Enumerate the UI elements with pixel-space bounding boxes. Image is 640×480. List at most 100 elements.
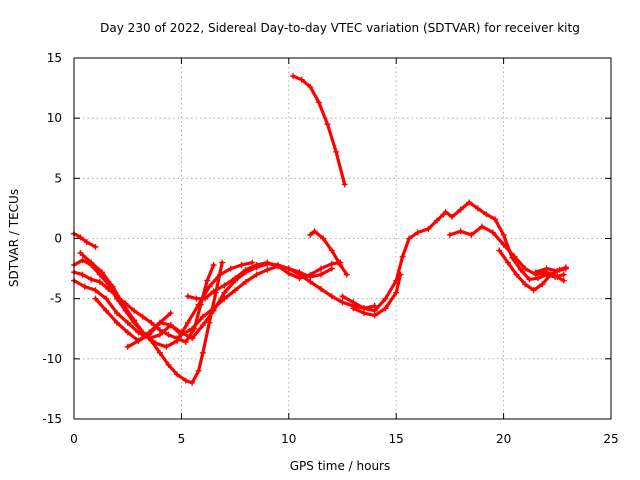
series-trace (340, 212, 446, 313)
data-point (232, 275, 239, 282)
y-tick-label: -10 (42, 352, 62, 366)
data-point (307, 83, 314, 90)
data-point (397, 271, 404, 278)
data-point (360, 310, 367, 317)
x-tick-label: 0 (70, 432, 78, 446)
data-point (511, 253, 518, 260)
data-point (466, 199, 473, 206)
data-point (156, 319, 163, 326)
data-point (189, 335, 196, 342)
data-point (337, 261, 344, 268)
y-tick-label: -5 (50, 292, 62, 306)
data-point (105, 286, 112, 293)
series-arc-12 (350, 271, 404, 319)
series-trace (351, 273, 403, 318)
data-point (165, 361, 172, 368)
data-point (434, 217, 441, 224)
data-point (156, 331, 163, 338)
data-point (124, 319, 131, 326)
data-point (120, 301, 127, 308)
series-arc-11 (339, 211, 447, 314)
data-point (290, 73, 297, 80)
data-point (189, 325, 196, 332)
data-point (449, 213, 456, 220)
data-point (504, 259, 511, 266)
data-point (320, 235, 327, 242)
data-point (328, 247, 335, 254)
data-point (307, 231, 314, 238)
data-point (339, 299, 346, 306)
data-point (184, 293, 191, 300)
data-point (174, 337, 181, 344)
data-point (79, 257, 86, 264)
data-point (425, 225, 432, 232)
data-point (92, 295, 99, 302)
data-point (210, 288, 217, 295)
data-point (341, 181, 348, 188)
data-point (193, 295, 200, 302)
data-point (318, 286, 325, 293)
y-tick-label: 10 (47, 111, 62, 125)
data-point (210, 305, 217, 312)
series-arc-1 (71, 230, 99, 250)
data-point (333, 148, 340, 155)
data-point (298, 76, 305, 83)
data-point (324, 121, 331, 128)
x-tick-label: 10 (281, 432, 296, 446)
data-point (296, 269, 303, 276)
data-point (88, 276, 95, 283)
data-point (264, 259, 271, 266)
data-point (492, 216, 499, 223)
data-point (530, 287, 537, 294)
data-point (221, 282, 228, 289)
series-arc-9 (290, 73, 348, 188)
data-point (350, 305, 357, 312)
y-axis-title: SDTVAR / TECUs (7, 189, 21, 287)
data-point (264, 266, 271, 273)
data-point (343, 271, 350, 278)
data-series (71, 73, 569, 386)
series-trace (534, 267, 568, 274)
data-point (77, 249, 84, 256)
data-point (206, 319, 213, 326)
data-point (238, 261, 245, 268)
data-point (457, 228, 464, 235)
data-point (350, 299, 357, 306)
series-trace (186, 261, 342, 301)
data-point (182, 377, 189, 384)
data-point (217, 271, 224, 278)
data-point (152, 340, 159, 347)
data-point (113, 310, 120, 317)
data-point (554, 274, 561, 281)
data-point (206, 283, 213, 290)
data-point (81, 283, 88, 290)
data-point (560, 277, 567, 284)
data-point (79, 271, 86, 278)
x-axis-title: GPS time / hours (290, 459, 391, 473)
data-point (442, 209, 449, 216)
data-point (253, 271, 260, 278)
data-point (221, 295, 228, 302)
data-point (232, 287, 239, 294)
data-point (165, 331, 172, 338)
data-point (92, 243, 99, 250)
data-point (339, 293, 346, 300)
series-trace (72, 232, 98, 249)
data-point (199, 313, 206, 320)
series-arc-7 (124, 263, 335, 350)
x-tick-label: 20 (496, 432, 511, 446)
data-point (562, 265, 569, 272)
data-point (532, 269, 539, 276)
data-point (315, 99, 322, 106)
data-point (156, 349, 163, 356)
data-point (163, 343, 170, 350)
data-point (148, 319, 155, 326)
series-trace (72, 258, 224, 385)
x-tick-label: 5 (178, 432, 186, 446)
data-point (496, 247, 503, 254)
axes: 0 5 10 15 20 25 -15 -10 -5 0 5 10 15 (42, 51, 618, 446)
data-point (539, 281, 546, 288)
data-point (500, 241, 507, 248)
data-point (178, 331, 185, 338)
